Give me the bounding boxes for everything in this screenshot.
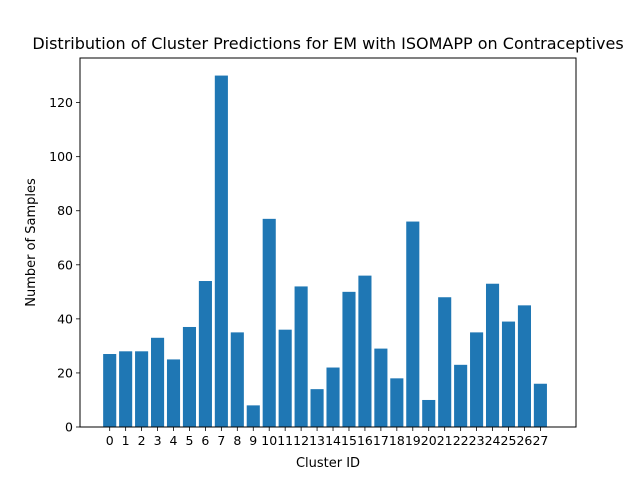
x-tick-label-22: 22 (453, 433, 469, 448)
bar-cluster-26 (517, 305, 531, 427)
x-tick-label-16: 16 (357, 433, 373, 448)
bar-cluster-14 (326, 367, 340, 427)
x-tick-label-24: 24 (485, 433, 501, 448)
x-tick-label-6: 6 (201, 433, 209, 448)
bar-cluster-15 (342, 291, 356, 427)
bar-cluster-17 (374, 348, 388, 427)
x-tick-label-5: 5 (185, 433, 193, 448)
x-tick-label-11: 11 (277, 433, 293, 448)
x-tick-label-14: 14 (325, 433, 341, 448)
x-axis-label: Cluster ID (296, 456, 360, 471)
bar-cluster-24 (485, 283, 500, 427)
bar-cluster-7 (214, 75, 228, 427)
bars-group (103, 75, 547, 427)
x-tick-label-9: 9 (249, 433, 257, 448)
bar-cluster-10 (262, 218, 276, 427)
y-tick-label-60: 60 (57, 257, 73, 272)
x-tick-label-23: 23 (469, 433, 485, 448)
bar-cluster-3 (151, 337, 165, 427)
x-tick-label-19: 19 (405, 433, 421, 448)
x-tick-label-17: 17 (373, 433, 389, 448)
bar-cluster-23 (470, 332, 484, 427)
bar-cluster-13 (310, 389, 324, 427)
x-tick-label-20: 20 (421, 433, 437, 448)
y-tick-label-100: 100 (49, 149, 73, 164)
x-axis: 0 1 2 3 4 5 6 7 8 9 10 11 12 13 14 15 16 17 18 19 20 21 22 23 24… (106, 427, 548, 448)
bar-cluster-8 (230, 332, 244, 427)
bar-cluster-5 (182, 326, 197, 427)
x-tick-label-0: 0 (106, 433, 114, 448)
y-tick-label-80: 80 (57, 203, 73, 218)
bar-cluster-18 (390, 378, 404, 427)
x-tick-label-1: 1 (122, 433, 130, 448)
x-tick-label-12: 12 (293, 433, 309, 448)
x-tick-label-10: 10 (261, 433, 277, 448)
y-tick-label-120: 120 (49, 95, 73, 110)
x-tick-label-26: 26 (516, 433, 532, 448)
y-tick-label-40: 40 (57, 311, 73, 326)
x-tick-label-7: 7 (217, 433, 225, 448)
y-axis: 0 20 40 60 80 100 120 (49, 95, 80, 435)
bar-cluster-27 (533, 383, 547, 427)
x-tick-label-8: 8 (233, 433, 241, 448)
bar-cluster-2 (135, 351, 149, 427)
bar-cluster-6 (198, 281, 212, 427)
bar-cluster-19 (406, 221, 420, 427)
x-tick-label-2: 2 (138, 433, 146, 448)
bar-cluster-16 (358, 275, 372, 427)
plot-frame (79, 57, 577, 428)
bar-cluster-1 (119, 351, 133, 427)
bar-cluster-11 (278, 329, 292, 427)
bar-cluster-20 (422, 399, 436, 427)
chart-title: Distribution of Cluster Predictions for … (32, 34, 623, 53)
bar-cluster-9 (246, 405, 260, 427)
y-tick-label-0: 0 (65, 420, 73, 435)
x-tick-label-13: 13 (309, 433, 325, 448)
x-tick-label-21: 21 (437, 433, 453, 448)
bar-cluster-0 (103, 354, 117, 427)
bar-cluster-12 (294, 286, 308, 427)
x-tick-label-18: 18 (389, 433, 405, 448)
bar-cluster-22 (454, 364, 468, 427)
bar-cluster-4 (166, 359, 181, 427)
y-tick-label-20: 20 (57, 365, 73, 380)
bar-cluster-25 (501, 321, 516, 427)
x-tick-label-4: 4 (170, 433, 178, 448)
bar-cluster-21 (438, 297, 452, 427)
x-tick-label-27: 27 (532, 433, 548, 448)
x-tick-label-3: 3 (154, 433, 162, 448)
x-tick-label-15: 15 (341, 433, 357, 448)
x-tick-label-25: 25 (501, 433, 517, 448)
y-axis-label: Number of Samples (24, 178, 39, 307)
